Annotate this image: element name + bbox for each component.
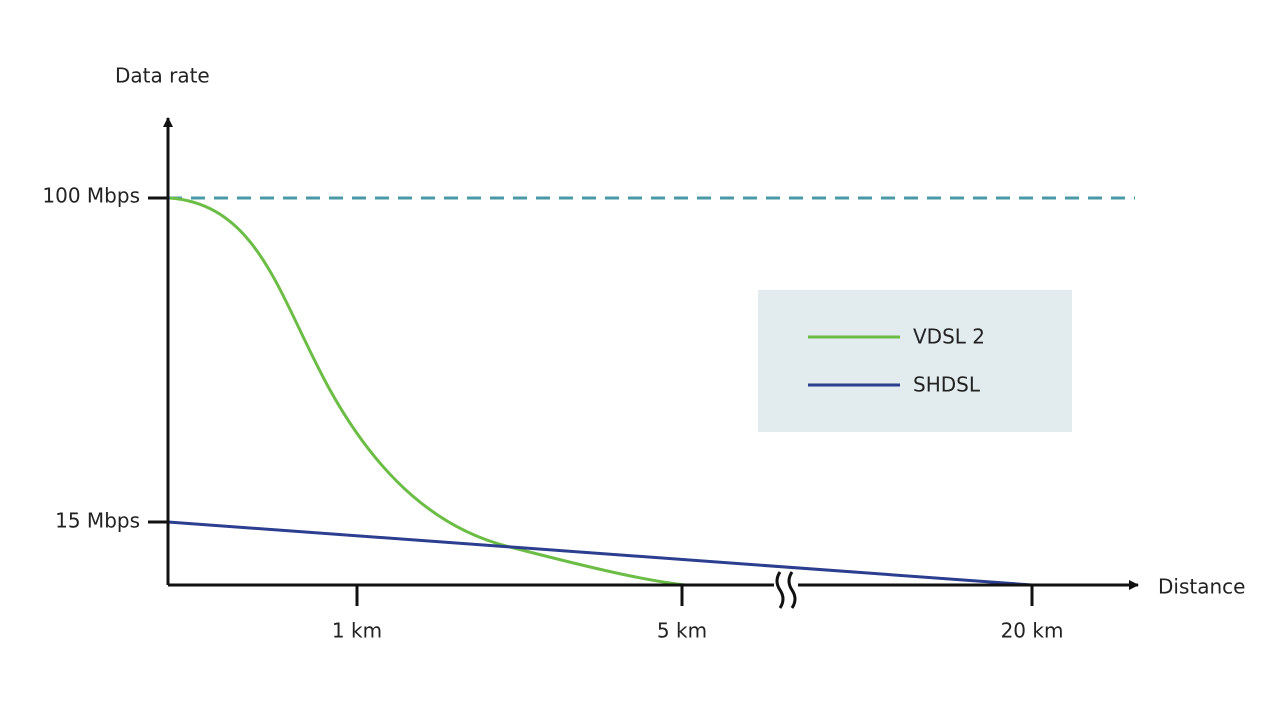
x-tick-label: 1 km (332, 619, 382, 643)
legend-box (758, 290, 1072, 432)
y-axis-label: Data rate (115, 64, 210, 88)
vdsl-curve (169, 196, 686, 587)
y-tick-label: 15 Mbps (55, 509, 140, 533)
axis-break (775, 571, 797, 609)
shdsl-line (167, 520, 1033, 587)
y-tick-label: 100 Mbps (42, 184, 140, 208)
legend-label: SHDSL (913, 373, 981, 397)
x-axis-label: Distance (1158, 575, 1245, 599)
legend-label: VDSL 2 (913, 325, 985, 349)
x-tick-label: 20 km (1001, 619, 1064, 643)
x-tick-label: 5 km (657, 619, 707, 643)
